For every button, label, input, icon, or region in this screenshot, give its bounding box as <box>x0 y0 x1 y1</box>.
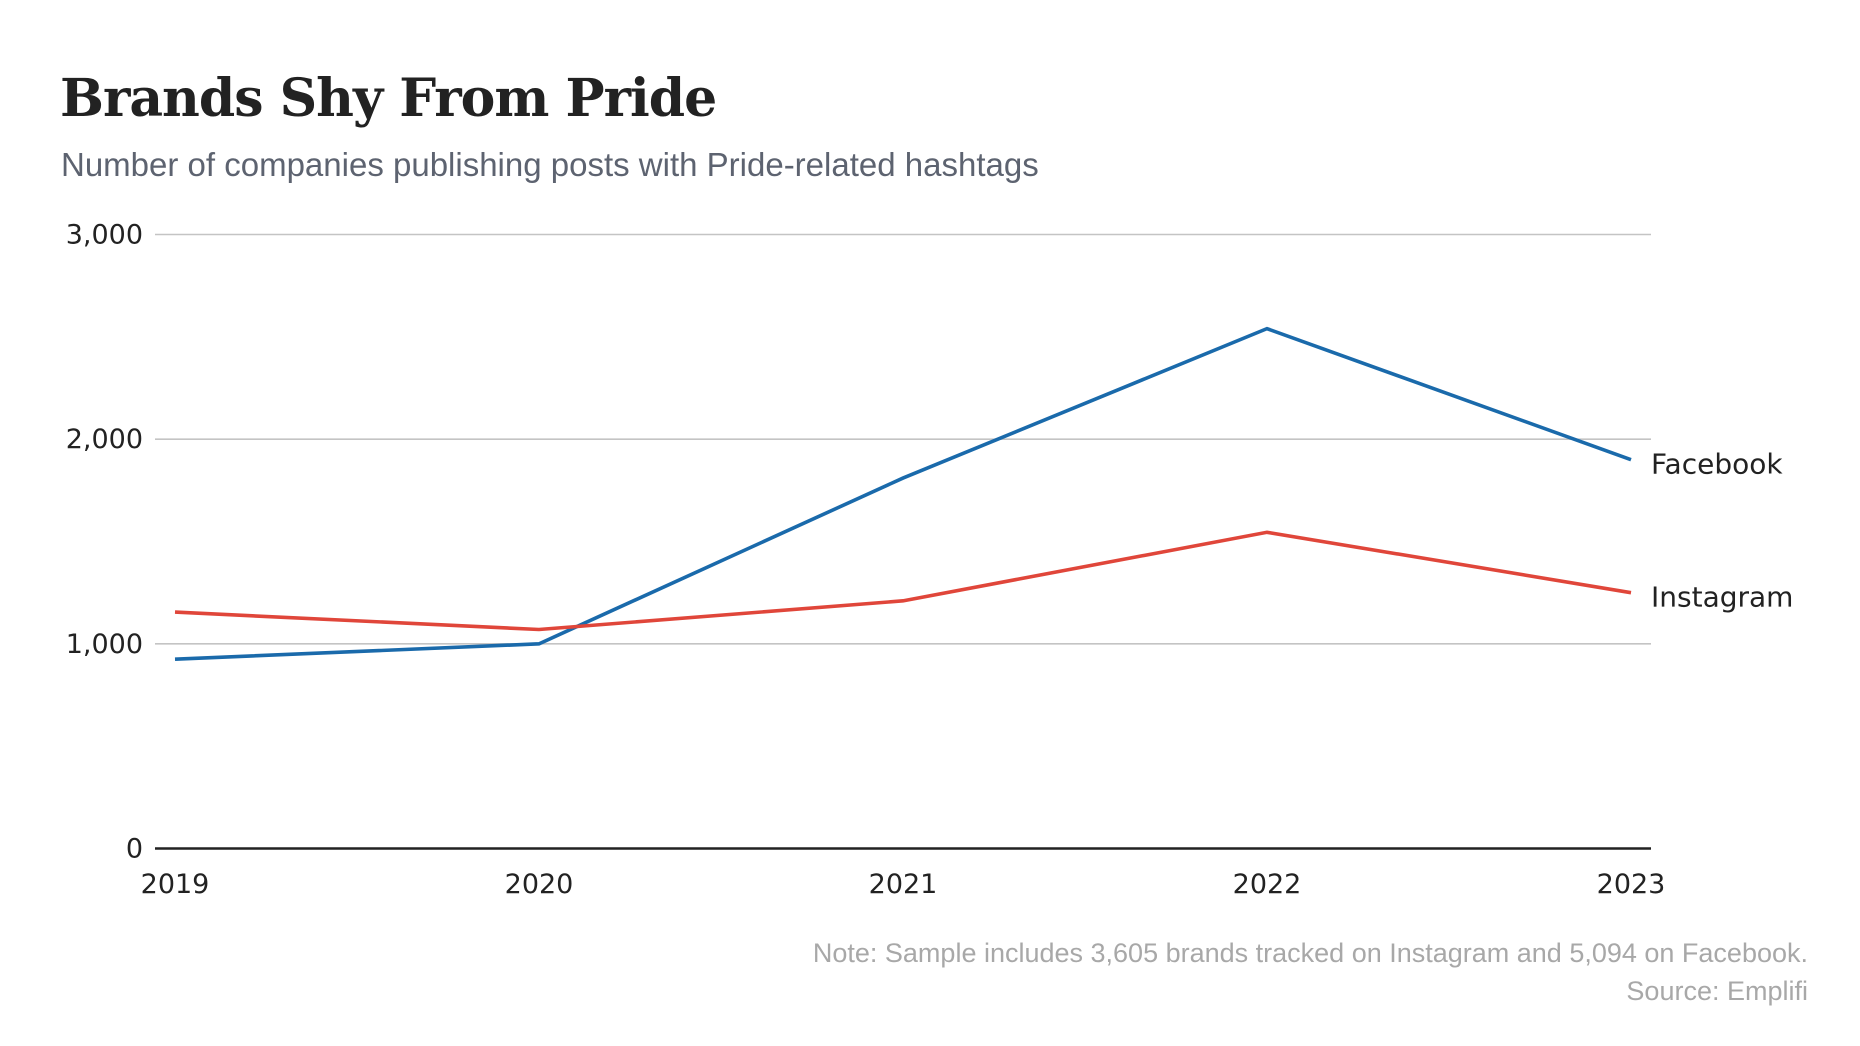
series-label-instagram: Instagram <box>1651 581 1793 614</box>
y-tick-label: 2,000 <box>66 424 143 455</box>
series-label-facebook: Facebook <box>1651 448 1783 481</box>
x-tick-label: 2021 <box>869 869 938 900</box>
x-tick-label: 2020 <box>505 869 574 900</box>
y-tick-label: 3,000 <box>66 220 143 251</box>
x-tick-label: 2019 <box>141 869 210 900</box>
sample-note: Note: Sample includes 3,605 brands track… <box>812 938 1808 968</box>
y-tick-label: 0 <box>126 834 143 865</box>
footnote: Note: Sample includes 3,605 brands track… <box>813 934 1808 1010</box>
x-tick-label: 2023 <box>1597 869 1666 900</box>
gridlines <box>155 233 1651 850</box>
chart-title: Brands Shy From Pride <box>60 68 717 129</box>
y-axis-ticks: 0 1,000 2,000 3,000 <box>66 220 143 865</box>
x-axis-ticks: 2019 2020 2021 2022 2023 <box>141 869 1666 900</box>
source-note: Source: Emplifi <box>1626 976 1808 1006</box>
series-labels: Facebook Instagram <box>1651 448 1793 614</box>
series-line-instagram <box>174 530 1632 632</box>
y-tick-label: 1,000 <box>66 629 143 660</box>
series-line-facebook <box>174 326 1632 661</box>
chart-subtitle: Number of companies publishing posts wit… <box>61 146 1039 183</box>
series-lines <box>174 326 1632 661</box>
x-tick-label: 2022 <box>1233 869 1302 900</box>
